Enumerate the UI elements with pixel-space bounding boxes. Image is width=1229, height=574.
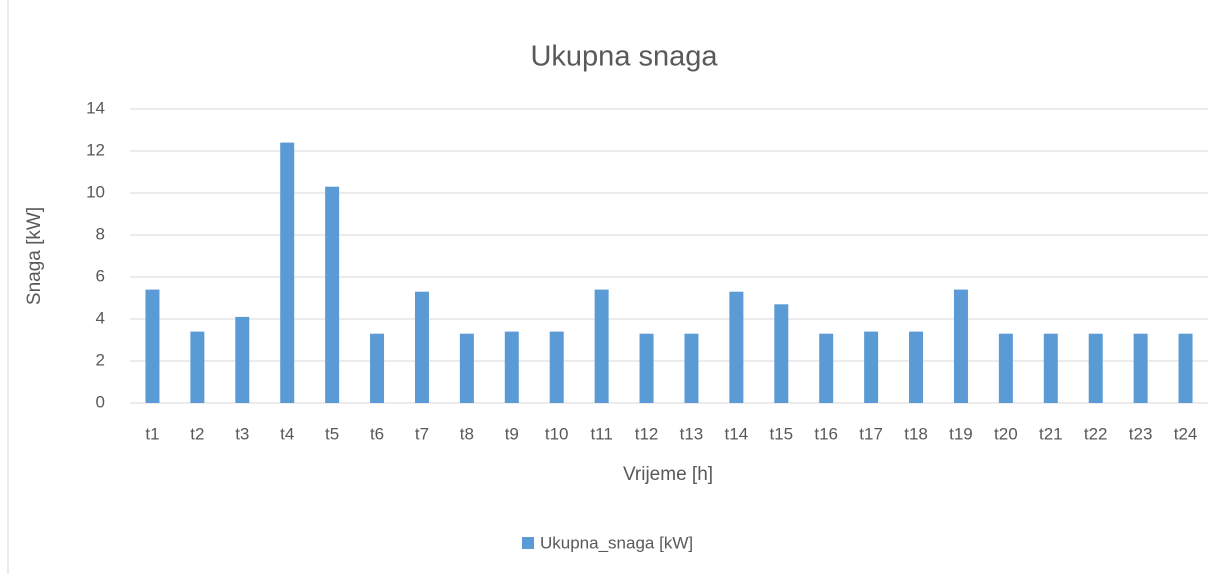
y-tick-label: 10	[86, 182, 105, 201]
bar	[594, 289, 609, 403]
x-tick-label: t11	[590, 424, 612, 443]
bar	[414, 291, 429, 403]
bar	[1043, 333, 1058, 403]
y-tick-label: 12	[86, 140, 105, 159]
bar	[190, 331, 205, 403]
y-tick-label: 8	[96, 224, 105, 243]
x-tick-label: t16	[814, 424, 838, 443]
bar	[909, 331, 924, 403]
bar	[145, 289, 160, 403]
x-tick-label: t22	[1084, 424, 1108, 443]
legend-swatch	[522, 537, 534, 549]
bar	[504, 331, 519, 403]
x-tick-label: t23	[1129, 424, 1153, 443]
x-tick-label: t13	[680, 424, 704, 443]
x-tick-label: t9	[505, 424, 519, 443]
x-tick-label: t1	[145, 424, 159, 443]
x-tick-label: t24	[1174, 424, 1198, 443]
bar	[864, 331, 879, 403]
bar	[819, 333, 834, 403]
bar	[459, 333, 474, 403]
x-axis-label: Vrijeme [h]	[623, 464, 713, 485]
x-tick-label: t18	[904, 424, 928, 443]
bar	[1178, 333, 1193, 403]
x-tick-label: t5	[325, 424, 339, 443]
x-tick-label: t20	[994, 424, 1018, 443]
x-tick-label: t4	[280, 424, 294, 443]
y-tick-label: 2	[96, 350, 105, 369]
bar	[235, 316, 250, 403]
x-tick-label: t8	[460, 424, 474, 443]
x-tick-label: t10	[545, 424, 569, 443]
bar	[370, 333, 385, 403]
x-tick-label: t3	[235, 424, 249, 443]
x-tick-label: t7	[415, 424, 429, 443]
chart-title: Ukupna snaga	[530, 41, 718, 73]
bar	[1133, 333, 1148, 403]
bar	[549, 331, 564, 403]
y-tick-label: 6	[96, 266, 105, 285]
bar	[639, 333, 654, 403]
y-tick-label: 14	[86, 98, 105, 117]
legend-label: Ukupna_snaga [kW]	[540, 533, 693, 552]
bar	[325, 186, 340, 403]
bar	[729, 291, 744, 403]
x-tick-label: t21	[1039, 424, 1063, 443]
bar	[280, 142, 295, 403]
y-tick-label: 0	[96, 392, 105, 411]
y-tick-label: 4	[96, 308, 105, 327]
x-tick-label: t19	[949, 424, 973, 443]
bar	[998, 333, 1013, 403]
bar	[774, 304, 789, 403]
x-tick-label: t17	[859, 424, 883, 443]
x-tick-label: t6	[370, 424, 384, 443]
bar	[953, 289, 968, 403]
bar	[1088, 333, 1103, 403]
x-tick-label: t14	[725, 424, 749, 443]
x-tick-label: t15	[769, 424, 793, 443]
x-tick-label: t2	[190, 424, 204, 443]
bar	[684, 333, 699, 403]
x-tick-label: t12	[635, 424, 659, 443]
y-axis-label: Snaga [kW]	[24, 207, 45, 305]
